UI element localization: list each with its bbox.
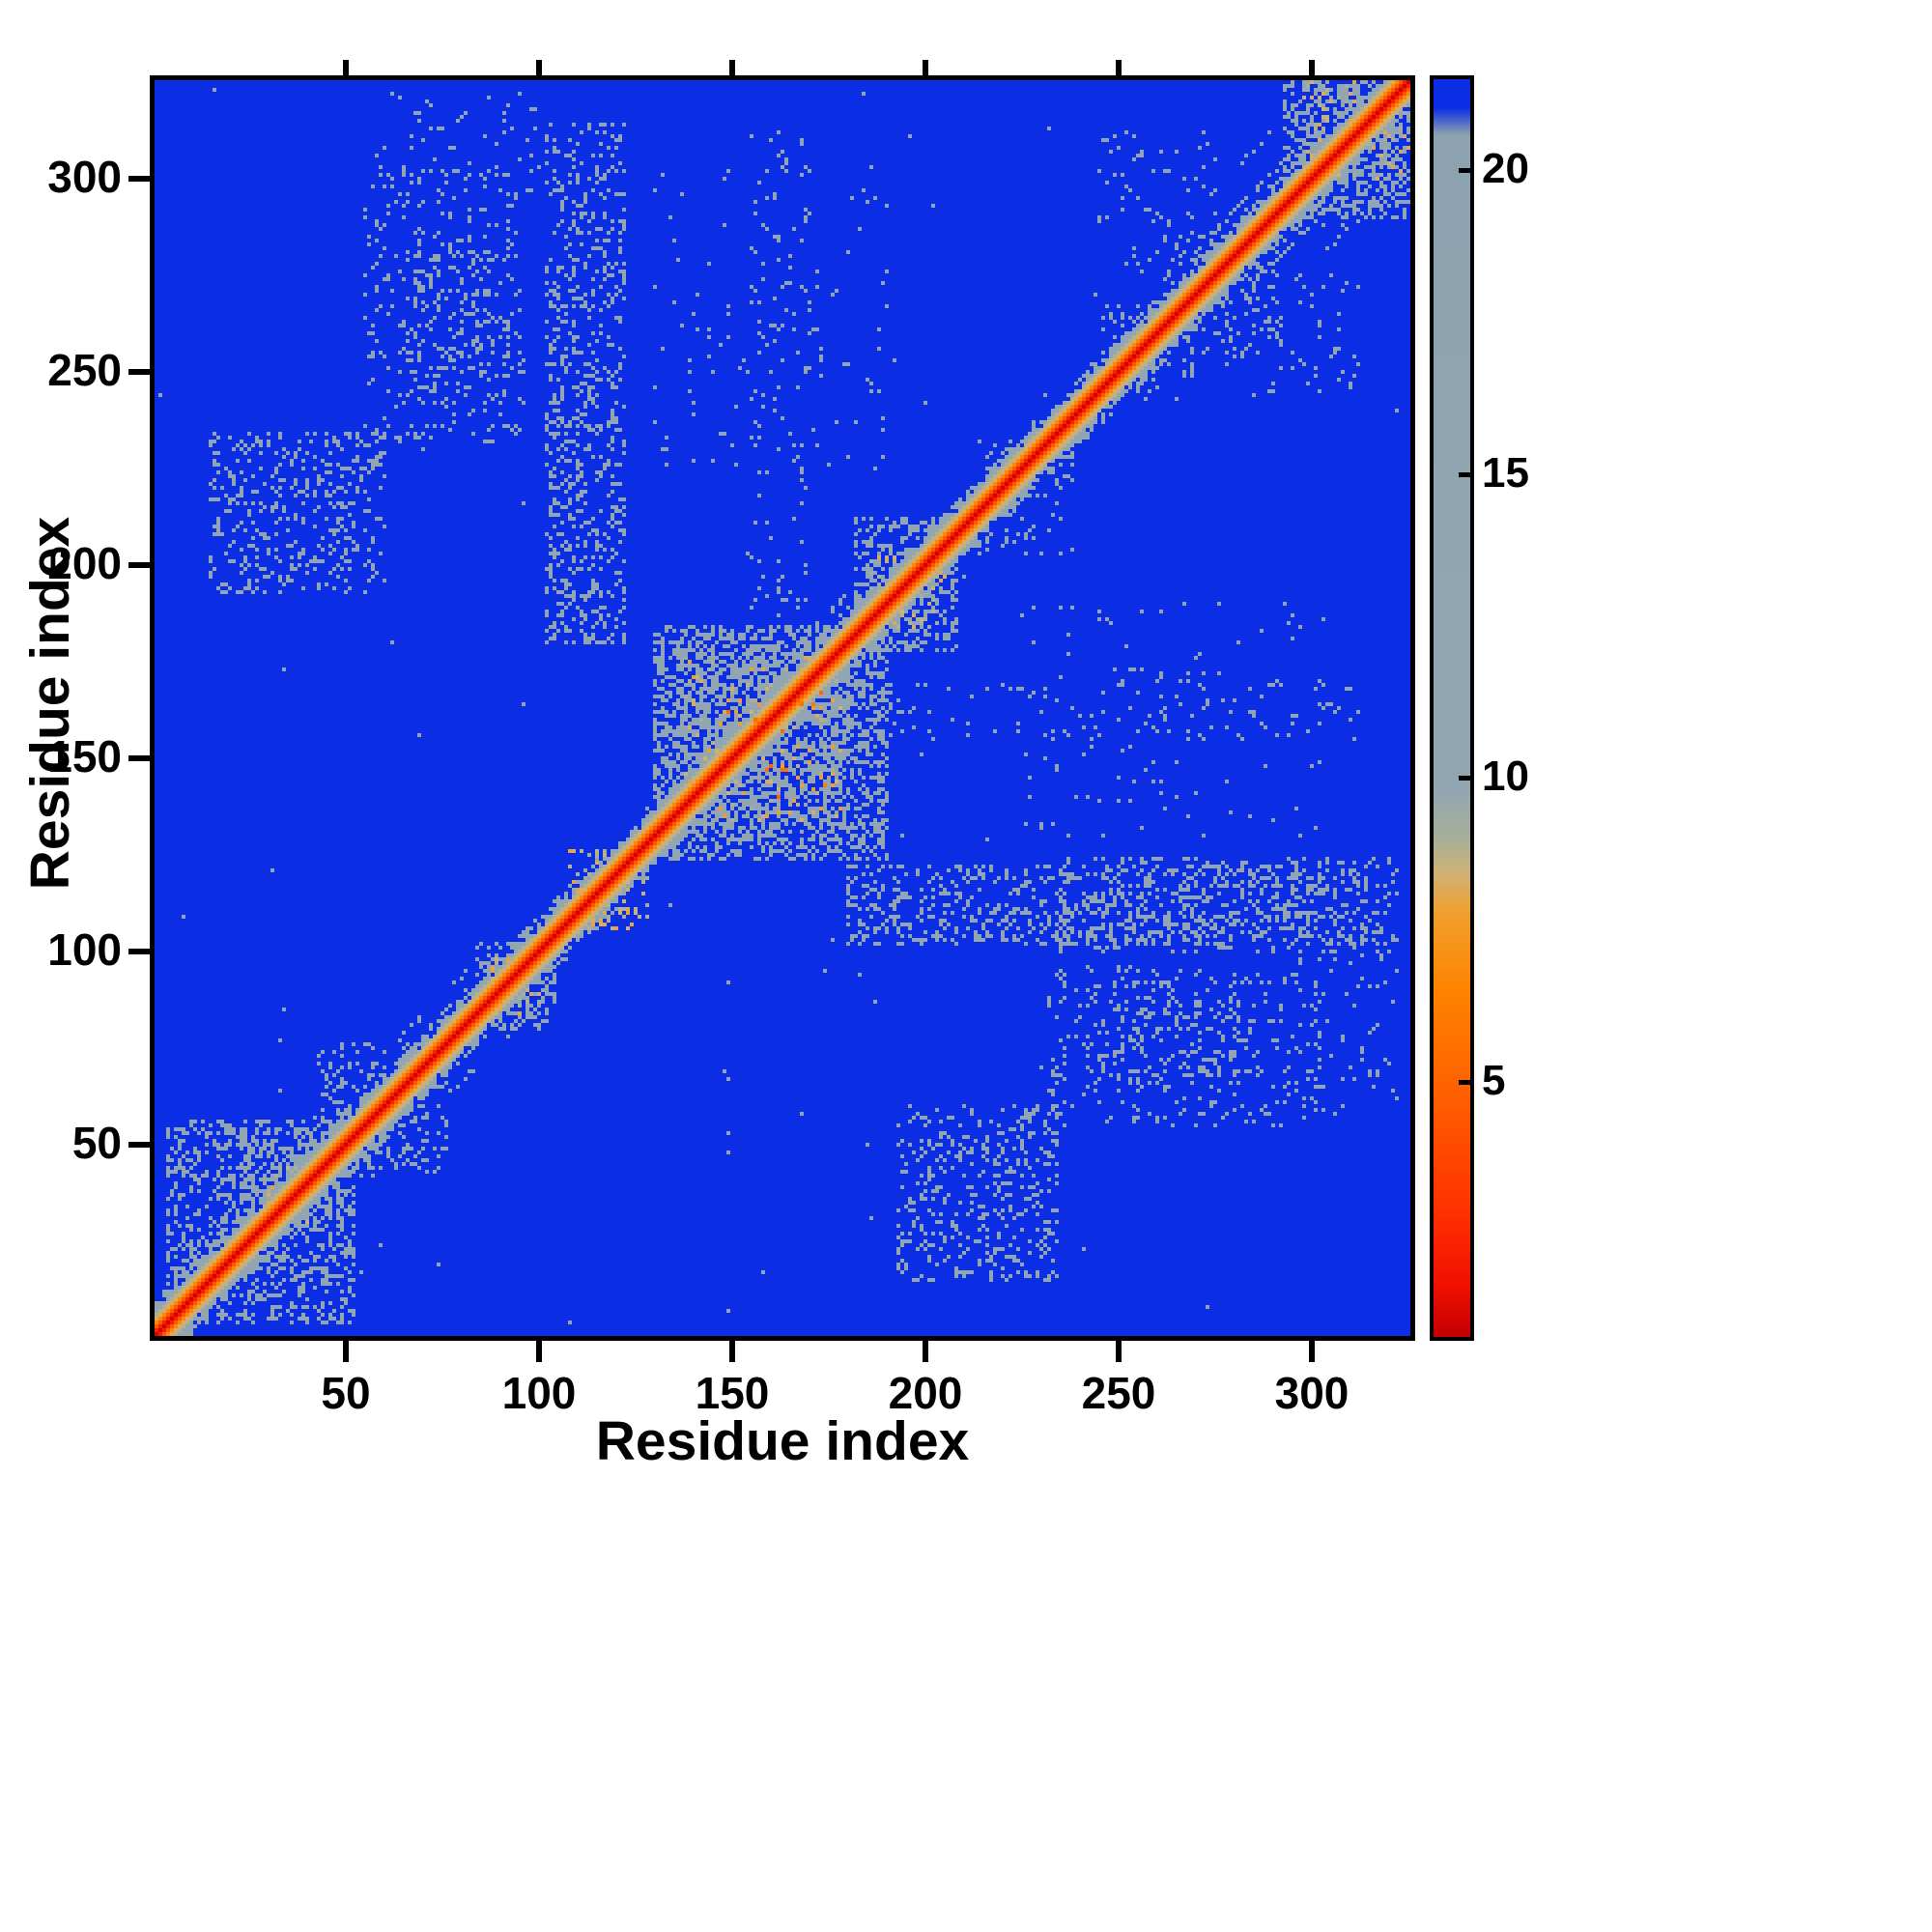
x-tick-mark	[1116, 1341, 1122, 1362]
y-tick-label: 100	[47, 924, 122, 975]
y-tick-label: 300	[47, 152, 122, 202]
y-tick-label: 50	[71, 1118, 122, 1168]
colorbar-tick-mark	[1459, 776, 1472, 781]
y-tick-mark	[128, 755, 150, 761]
colorbar-tick-label: 10	[1482, 753, 1529, 801]
heatmap-canvas	[155, 80, 1410, 1336]
colorbar-tick-label: 15	[1482, 448, 1529, 497]
x-tick-mark	[343, 1341, 349, 1362]
y-tick-mark	[128, 562, 150, 568]
y-tick-label: 200	[47, 538, 122, 588]
x-tick-mark-top	[1309, 60, 1315, 75]
x-tick-label: 200	[888, 1368, 963, 1418]
plot-area	[150, 75, 1415, 1341]
x-tick-label: 50	[321, 1368, 371, 1418]
x-tick-mark-top	[1116, 60, 1122, 75]
x-tick-label: 250	[1081, 1368, 1156, 1418]
x-tick-mark	[1309, 1341, 1315, 1362]
y-tick-mark	[128, 176, 150, 182]
y-tick-mark	[128, 949, 150, 954]
y-tick-mark	[128, 1142, 150, 1148]
x-tick-mark-top	[343, 60, 349, 75]
colorbar-tick-label: 5	[1482, 1056, 1506, 1104]
x-tick-mark-top	[923, 60, 928, 75]
x-tick-label: 300	[1274, 1368, 1350, 1418]
colorbar-tick-label: 20	[1482, 145, 1529, 193]
x-tick-mark	[729, 1341, 735, 1362]
colorbar-tick-mark	[1459, 471, 1472, 477]
x-tick-mark	[536, 1341, 542, 1362]
x-tick-mark	[923, 1341, 928, 1362]
x-tick-mark-top	[536, 60, 542, 75]
colorbar-canvas	[1434, 79, 1470, 1337]
y-tick-label: 250	[47, 345, 122, 395]
x-tick-label: 100	[501, 1368, 577, 1418]
colorbar-tick-mark	[1459, 1079, 1472, 1085]
colorbar-tick-mark	[1459, 168, 1472, 174]
x-tick-mark-top	[729, 60, 735, 75]
x-tick-label: 150	[695, 1368, 770, 1418]
y-tick-label: 150	[47, 731, 122, 781]
colorbar	[1430, 75, 1474, 1341]
y-tick-mark	[128, 369, 150, 375]
x-axis-label: Residue index	[595, 1410, 970, 1472]
